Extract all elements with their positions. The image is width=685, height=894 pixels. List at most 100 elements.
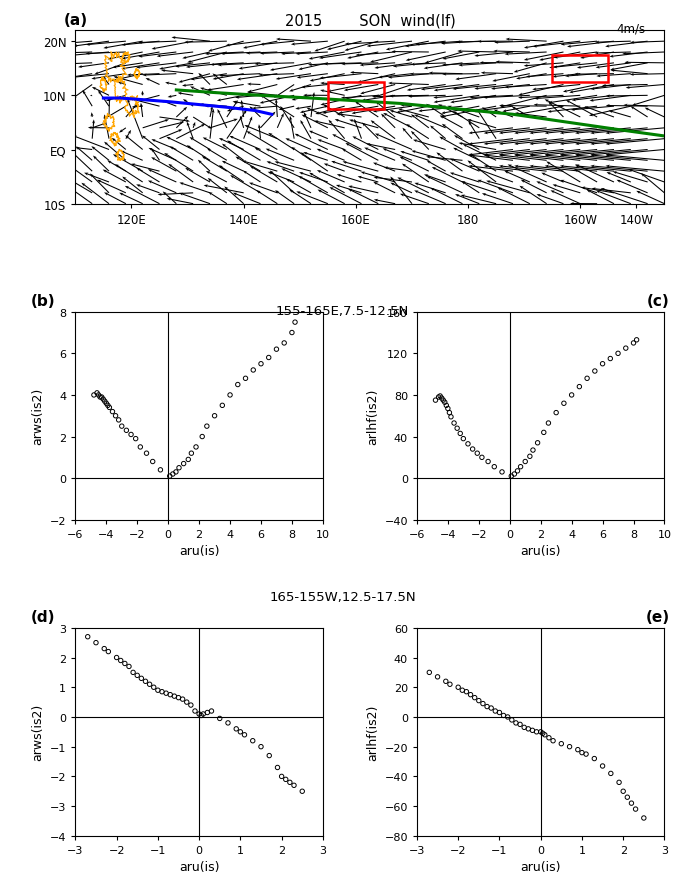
Point — [628, 336, 639, 350]
Point — [512, 464, 523, 478]
Point — [527, 443, 538, 458]
Point — [506, 713, 517, 728]
Point — [272, 761, 283, 775]
X-axis label: aru(is): aru(is) — [521, 544, 561, 558]
Point — [506, 469, 516, 484]
Point — [449, 417, 460, 431]
Text: 165-155W,12.5-17.5N: 165-155W,12.5-17.5N — [269, 590, 416, 603]
Point — [264, 748, 275, 763]
Point — [462, 437, 473, 451]
Point — [197, 430, 208, 444]
Point — [164, 469, 175, 484]
Point — [248, 363, 259, 377]
Point — [96, 391, 107, 405]
Point — [156, 685, 167, 699]
Point — [520, 455, 531, 469]
Point — [82, 630, 93, 645]
Point — [538, 426, 549, 440]
Point — [444, 406, 455, 420]
Point — [455, 426, 466, 441]
Point — [116, 419, 127, 434]
Point — [523, 721, 534, 736]
Y-axis label: arws(is2): arws(is2) — [32, 704, 45, 761]
Point — [551, 406, 562, 420]
Point — [95, 391, 105, 405]
Title: 2015        SON  wind(lf): 2015 SON wind(lf) — [284, 13, 456, 29]
Point — [477, 696, 488, 711]
Point — [564, 739, 575, 754]
Point — [135, 440, 146, 454]
Point — [290, 316, 301, 330]
Point — [190, 440, 201, 454]
Text: (b): (b) — [31, 293, 55, 308]
Point — [141, 446, 152, 460]
Point — [239, 728, 250, 742]
Point — [297, 784, 308, 798]
Point — [467, 443, 478, 457]
Point — [597, 358, 608, 372]
Point — [543, 730, 554, 745]
Point — [597, 759, 608, 773]
Point — [104, 401, 115, 415]
Point — [263, 351, 274, 366]
Point — [436, 392, 447, 406]
Point — [93, 388, 104, 402]
Point — [132, 669, 142, 683]
Point — [443, 401, 453, 416]
Point — [111, 651, 122, 665]
Point — [103, 645, 114, 659]
Point — [451, 422, 462, 436]
Point — [206, 704, 217, 719]
Text: (a): (a) — [64, 13, 88, 28]
Point — [209, 409, 220, 424]
Point — [458, 432, 469, 446]
Point — [612, 347, 623, 361]
Point — [430, 393, 441, 408]
Point — [102, 399, 113, 413]
Point — [115, 654, 126, 668]
Point — [482, 700, 493, 714]
Point — [198, 707, 209, 721]
Point — [190, 704, 201, 719]
Point — [144, 678, 155, 692]
Point — [618, 784, 629, 798]
Point — [247, 734, 258, 748]
X-axis label: aru(is): aru(is) — [179, 860, 219, 873]
Text: 155-165E,7.5-12.5N: 155-165E,7.5-12.5N — [276, 304, 409, 317]
Point — [196, 709, 207, 723]
Point — [160, 687, 171, 701]
Bar — [552, 55, 608, 83]
Point — [113, 413, 124, 427]
Point — [606, 766, 616, 780]
Point — [489, 460, 500, 475]
Point — [101, 397, 112, 411]
Point — [477, 451, 488, 465]
Point — [531, 725, 542, 739]
Point — [201, 419, 212, 434]
Point — [182, 696, 192, 710]
Point — [486, 701, 497, 715]
Point — [225, 388, 236, 402]
Point — [235, 725, 246, 739]
Point — [519, 721, 530, 735]
Y-axis label: arws(is2): arws(is2) — [32, 388, 45, 445]
Point — [279, 336, 290, 350]
Point — [232, 378, 243, 392]
Point — [582, 372, 593, 386]
Point — [441, 399, 452, 413]
Point — [424, 665, 435, 679]
Point — [99, 394, 110, 409]
Point — [453, 680, 464, 695]
Point — [231, 721, 242, 736]
Point — [581, 747, 592, 762]
Point — [573, 743, 584, 757]
Point — [173, 461, 184, 476]
Point — [435, 390, 446, 404]
Point — [276, 770, 287, 784]
Point — [271, 342, 282, 357]
Point — [288, 779, 299, 793]
Point — [614, 775, 625, 789]
Point — [167, 468, 178, 482]
Point — [539, 728, 550, 742]
Point — [473, 694, 484, 708]
